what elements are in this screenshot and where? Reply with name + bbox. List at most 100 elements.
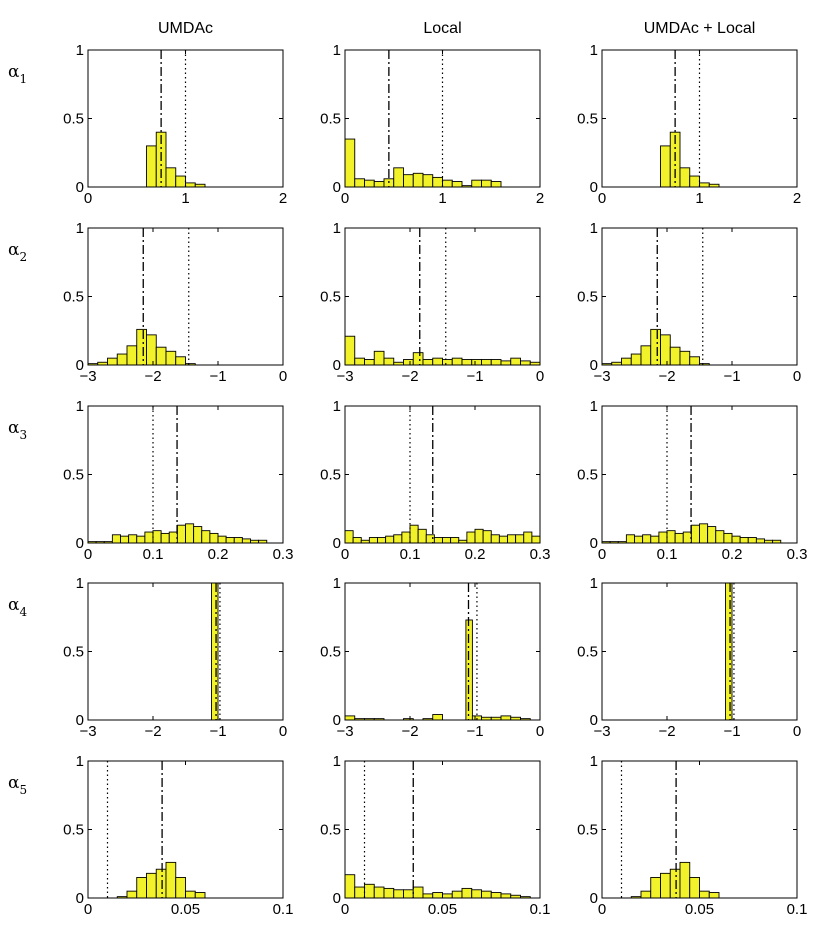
x-tick-label: 0.1 (273, 901, 294, 918)
plot-area (620, 761, 720, 898)
histogram-bar (176, 524, 186, 543)
histogram-bar (136, 328, 147, 365)
histogram-bar (373, 886, 385, 898)
y-tick-label: 0.5 (63, 644, 84, 661)
column-title: Local (423, 20, 461, 37)
plot-area (88, 228, 196, 365)
histogram-bar (175, 877, 186, 898)
x-tick-label: 0.2 (465, 546, 486, 563)
histogram-bar (658, 531, 668, 543)
x-tick-label: 0 (598, 190, 606, 207)
plot-area (88, 406, 268, 543)
histogram-bar (422, 893, 434, 898)
histogram-bar (650, 877, 661, 898)
histogram-bar (233, 537, 243, 543)
histogram-bar (345, 874, 356, 898)
x-tick-label: −2 (144, 723, 161, 740)
histogram-bar (403, 889, 414, 898)
histogram-bar (442, 359, 453, 365)
x-tick-label: 1 (438, 190, 446, 207)
y-tick-label: 0 (76, 535, 84, 552)
histogram-bar (403, 718, 414, 720)
histogram-bar (523, 531, 533, 543)
histogram-bar (422, 174, 434, 187)
histogram-bar (461, 887, 473, 898)
histogram-bar (642, 534, 652, 543)
histogram-bar (708, 892, 720, 898)
histogram-panel: 0 0.05 0.1 0 0.5 1 (577, 753, 807, 918)
axes-frame (87, 227, 284, 366)
y-tick-label: 0.5 (320, 644, 341, 661)
x-tick-label: −1 (723, 723, 740, 740)
histogram-bar (739, 537, 749, 543)
row-label: α2 (8, 240, 27, 264)
histogram-bar (128, 534, 138, 543)
x-tick-label: 2 (793, 190, 801, 207)
histogram-bar (417, 528, 427, 543)
histogram-bar (393, 167, 404, 187)
histogram-bar (364, 179, 375, 187)
y-tick-label: 1 (590, 220, 598, 237)
x-tick-label: −3 (79, 368, 96, 385)
y-tick-label: 0.5 (577, 467, 598, 484)
histogram-bar (155, 346, 167, 365)
row-label: α4 (8, 595, 27, 619)
y-tick-label: 0.5 (577, 644, 598, 661)
histogram-bar (707, 526, 717, 543)
x-tick-label: 0.1 (143, 546, 164, 563)
histogram-bar (481, 179, 492, 187)
histogram-bar (152, 530, 162, 543)
x-tick-label: 0.1 (400, 546, 421, 563)
histogram-bar (725, 583, 733, 720)
histogram-bar (364, 883, 375, 898)
histogram-bar (699, 890, 710, 898)
x-tick-label: 0.05 (428, 901, 457, 918)
axes-frame (87, 405, 284, 544)
axes-frame (601, 405, 798, 544)
histogram-bar (160, 532, 170, 543)
histogram-bar (120, 535, 130, 543)
axes-frame (344, 760, 541, 899)
plot-area (345, 406, 540, 543)
histogram-bar (625, 534, 635, 543)
x-tick-label: −2 (401, 723, 418, 740)
histogram-bar (403, 359, 414, 365)
row-label-symbol: α (8, 62, 20, 82)
histogram-bar (451, 357, 463, 365)
histogram-bar (211, 583, 219, 720)
histogram-bar (432, 357, 443, 365)
x-tick-label: −1 (723, 368, 740, 385)
x-tick-label: 0.2 (208, 546, 229, 563)
y-tick-label: 1 (333, 398, 341, 415)
histogram-bar (755, 538, 765, 543)
histogram-bar (451, 181, 463, 187)
axes-frame (344, 405, 541, 544)
histogram-bar (510, 357, 521, 365)
y-tick-label: 0 (590, 357, 598, 374)
histogram-bar (116, 353, 128, 365)
histogram-bar (669, 868, 681, 898)
histogram-bar (481, 359, 492, 365)
histogram-bar (640, 890, 652, 898)
histogram-bar (368, 537, 378, 543)
row-label: α3 (8, 418, 27, 442)
x-tick-label: 0.1 (530, 901, 551, 918)
histogram-bar (471, 889, 482, 898)
histogram-bar (715, 530, 725, 543)
histogram-bar (442, 179, 453, 187)
y-tick-label: 0 (590, 712, 598, 729)
histogram-bar (373, 181, 385, 187)
histogram-bar (126, 345, 138, 365)
y-tick-label: 0.5 (320, 111, 341, 128)
plot-area (345, 583, 531, 720)
x-tick-label: −2 (658, 723, 675, 740)
axes-frame (344, 582, 541, 721)
histogram-bar (500, 893, 512, 898)
row-label-subscript: 5 (19, 783, 27, 797)
y-tick-label: 1 (76, 398, 84, 415)
histogram-bar (669, 346, 681, 365)
row-label-symbol: α (8, 418, 20, 438)
y-tick-label: 1 (76, 753, 84, 770)
histogram-bar (660, 334, 671, 365)
histogram-bar (146, 334, 157, 365)
